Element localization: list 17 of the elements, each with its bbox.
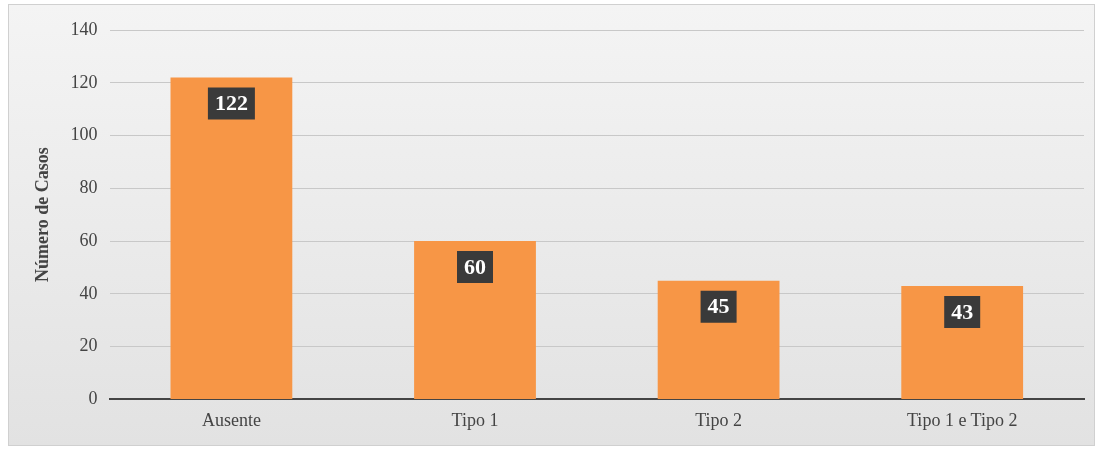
data-label: 43	[951, 298, 974, 324]
y-tick-label: 40	[79, 282, 98, 303]
data-label: 122	[214, 90, 248, 116]
y-tick-label: 60	[79, 229, 98, 250]
y-axis-title: Número de Casos	[32, 147, 53, 283]
y-tick-label: 140	[70, 18, 98, 39]
y-tick-label: 20	[79, 335, 98, 356]
y-tick-label: 0	[88, 388, 98, 409]
y-tick-label: 100	[70, 124, 98, 145]
x-tick-label: Tipo 2	[695, 409, 743, 430]
data-label: 45	[707, 293, 730, 319]
x-tick-label: Tipo 1 e Tipo 2	[907, 409, 1018, 430]
x-tick-label: Tipo 1	[451, 409, 499, 430]
y-tick-label: 120	[70, 71, 98, 92]
data-label: 60	[464, 253, 486, 279]
x-tick-label: Ausente	[201, 409, 261, 430]
y-tick-label: 80	[79, 177, 98, 198]
